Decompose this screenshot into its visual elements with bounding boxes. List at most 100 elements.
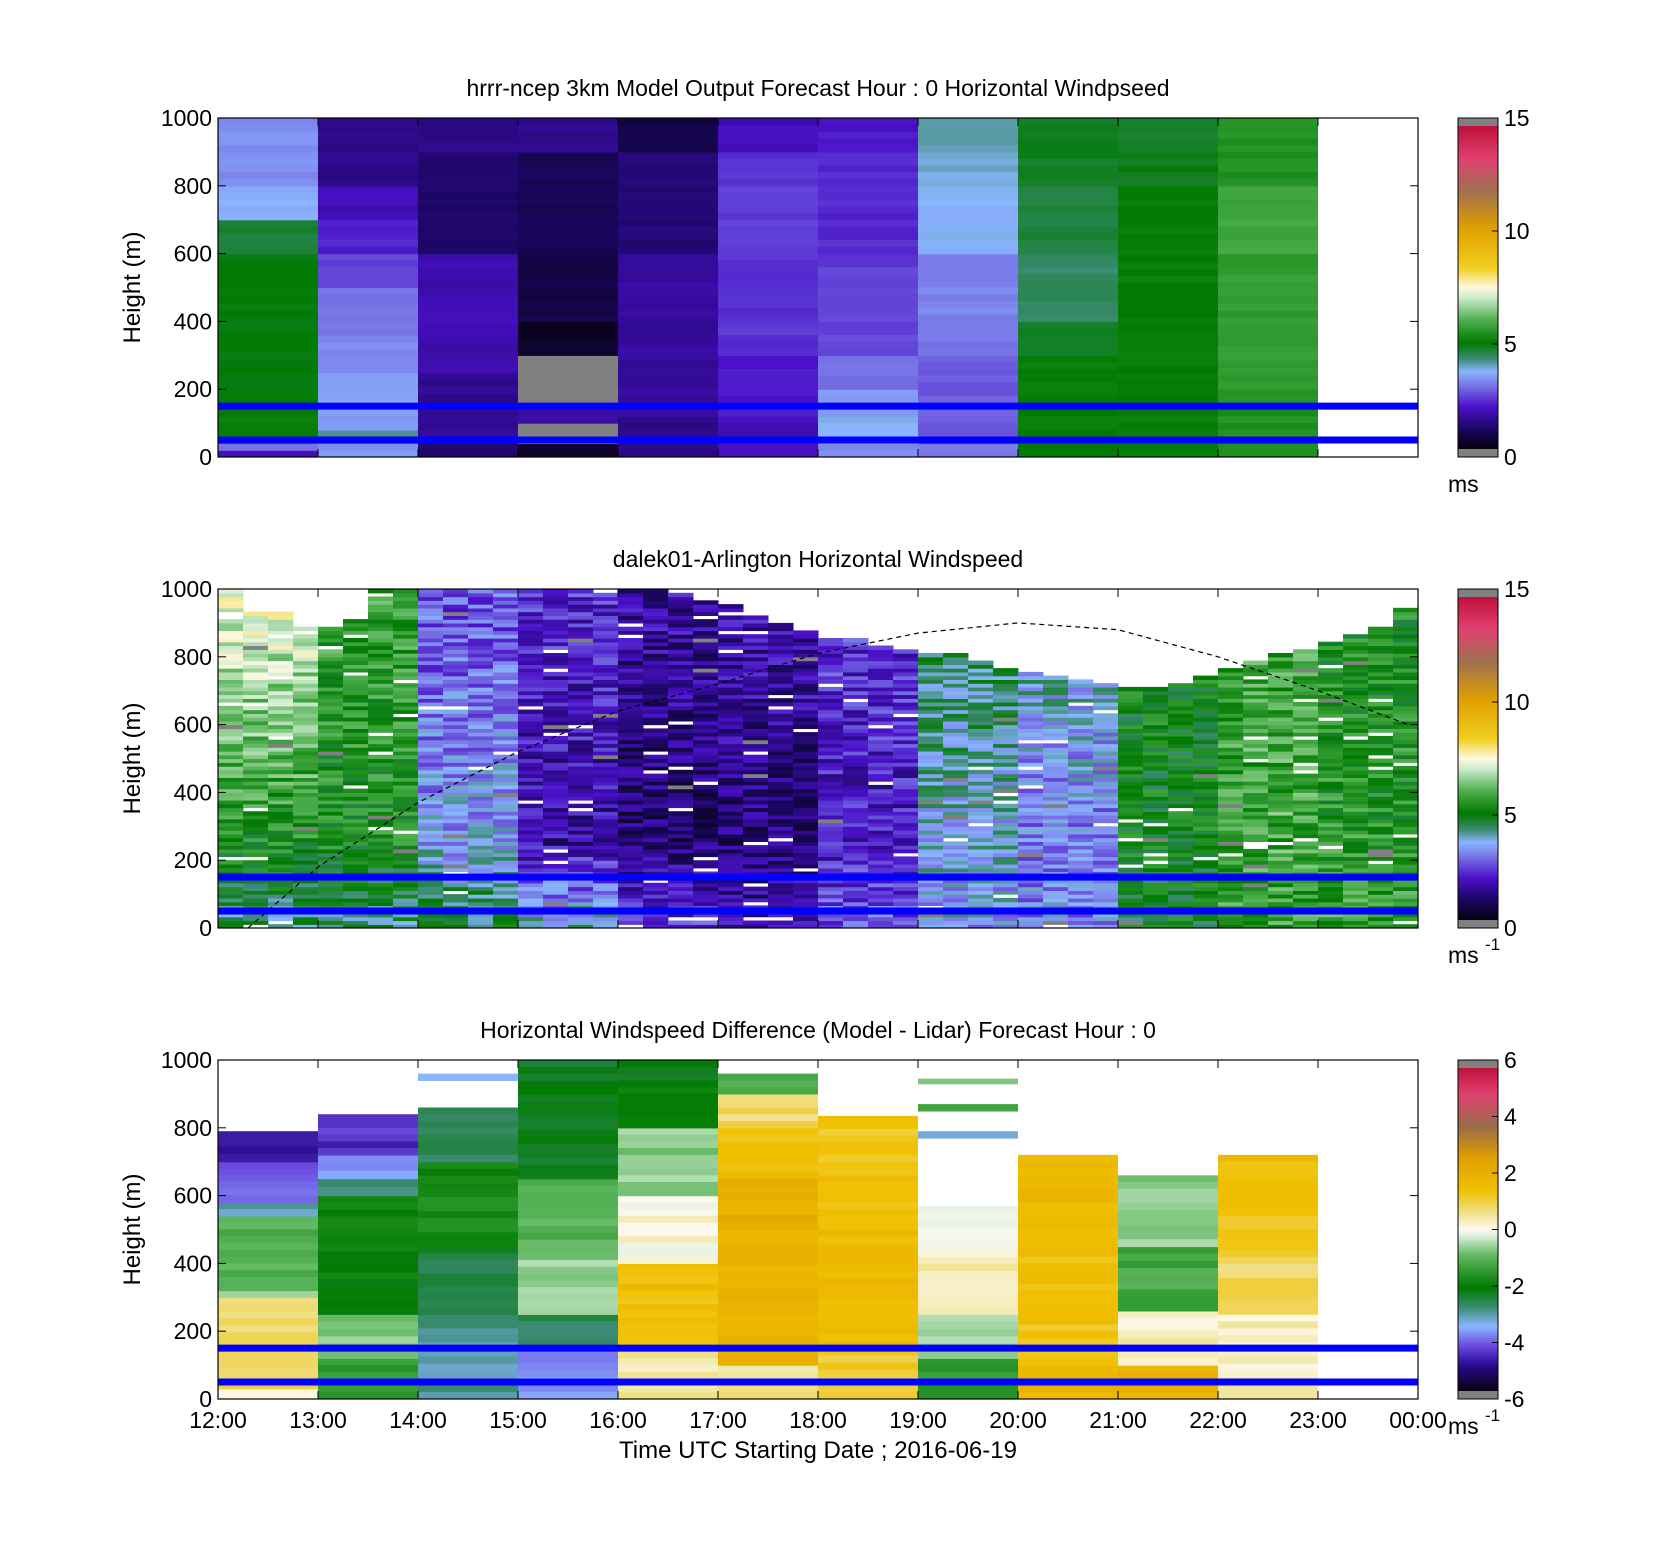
heatmap-cell <box>518 406 618 416</box>
heatmap-cell <box>518 1273 618 1281</box>
heatmap-cell <box>793 747 819 752</box>
heatmap-cell <box>493 916 519 922</box>
heatmap-cell <box>493 769 519 775</box>
heatmap-cell <box>818 138 918 146</box>
heatmap-cell <box>668 649 694 654</box>
heatmap-cell <box>618 1229 718 1237</box>
heatmap-cell <box>493 596 519 601</box>
heatmap-cell <box>643 709 669 714</box>
heatmap-cell <box>1218 864 1244 869</box>
heatmap-cell <box>1393 653 1418 658</box>
heatmap-cell <box>1268 894 1294 899</box>
heatmap-cell <box>693 641 719 647</box>
heatmap-cell <box>743 924 769 928</box>
heatmap-cell <box>343 762 369 767</box>
heatmap-cell <box>468 732 494 737</box>
heatmap-cell <box>693 743 719 748</box>
heatmap-cell <box>1043 833 1069 839</box>
heatmap-cell <box>743 766 769 771</box>
x-tick-label: 22:00 <box>1189 1407 1247 1433</box>
heatmap-cell <box>1068 739 1094 745</box>
heatmap-cell <box>393 912 419 918</box>
heatmap-cell <box>618 788 644 793</box>
heatmap-cell <box>518 1178 618 1187</box>
heatmap-cell <box>518 686 544 692</box>
heatmap-cell <box>218 1229 318 1237</box>
heatmap-cell <box>618 769 644 775</box>
heatmap-cell <box>1143 777 1169 782</box>
heatmap-cell <box>243 912 269 918</box>
heatmap-cell <box>918 1321 1018 1330</box>
heatmap-cell <box>443 860 469 865</box>
heatmap-cell <box>818 362 918 370</box>
heatmap-cell <box>468 777 494 782</box>
heatmap-cell <box>318 1148 418 1156</box>
heatmap-cell <box>1043 702 1069 707</box>
heatmap-cell <box>1243 822 1269 827</box>
heatmap-cell <box>893 920 919 925</box>
heatmap-cell <box>993 743 1019 748</box>
heatmap-cell <box>368 698 394 703</box>
heatmap-cell <box>918 1131 1018 1139</box>
heatmap-cell <box>343 720 369 726</box>
heatmap-cell <box>718 1222 818 1231</box>
heatmap-cell <box>1093 807 1119 812</box>
heatmap-cell <box>968 724 994 729</box>
heatmap-cell <box>1218 1299 1318 1308</box>
heatmap-cell <box>868 694 894 699</box>
heatmap-cell <box>1018 758 1044 763</box>
heatmap-cell <box>718 864 744 869</box>
heatmap-cell <box>843 690 869 696</box>
heatmap-cell <box>643 626 669 632</box>
heatmap-cell <box>1118 1338 1218 1346</box>
heatmap-cell <box>1018 307 1118 316</box>
heatmap-cell <box>418 592 444 598</box>
heatmap-cell <box>1043 766 1069 771</box>
heatmap-cell <box>1018 1371 1118 1380</box>
heatmap-cell <box>243 664 269 669</box>
heatmap-cell <box>543 660 569 665</box>
heatmap-cell <box>268 743 294 748</box>
heatmap-cell <box>768 792 794 797</box>
heatmap-cell <box>718 653 744 658</box>
heatmap-cell <box>368 815 394 820</box>
heatmap-cell <box>568 879 594 884</box>
heatmap-cell <box>1318 920 1344 925</box>
heatmap-cell <box>1243 728 1269 733</box>
heatmap-cell <box>943 799 969 805</box>
heatmap-cell <box>443 634 469 639</box>
heatmap-cell <box>1343 796 1369 801</box>
heatmap-cell <box>718 328 818 336</box>
heatmap-cell <box>1218 717 1244 722</box>
heatmap-cell <box>468 724 494 729</box>
heatmap-cell <box>1318 796 1344 801</box>
heatmap-cell <box>1043 799 1069 805</box>
heatmap-cell <box>243 758 269 763</box>
y-tick-label: 800 <box>174 1115 212 1141</box>
heatmap-cell <box>1143 720 1169 726</box>
heatmap-cell <box>243 879 269 884</box>
heatmap-cell <box>218 118 318 126</box>
heatmap-cell <box>518 604 544 609</box>
heatmap-cell <box>1218 1249 1318 1258</box>
heatmap-cell <box>393 619 419 624</box>
heatmap-cell <box>1218 1243 1318 1251</box>
heatmap-cell <box>868 796 894 801</box>
heatmap-cell <box>293 852 319 858</box>
heatmap-cell <box>418 316 518 324</box>
heatmap-cell <box>1118 897 1144 903</box>
heatmap-cell <box>518 649 544 654</box>
heatmap-cell <box>518 924 544 928</box>
heatmap-cell <box>818 758 844 763</box>
heatmap-cell <box>643 788 669 793</box>
heatmap-cell <box>518 713 544 718</box>
heatmap-cell <box>418 1384 518 1393</box>
heatmap-cell <box>468 709 494 714</box>
heatmap-cell <box>418 788 444 793</box>
heatmap-cell <box>1368 882 1394 888</box>
heatmap-cell <box>1393 777 1418 782</box>
heatmap-cell <box>1093 758 1119 763</box>
heatmap-cell <box>718 1200 818 1209</box>
heatmap-cell <box>718 382 818 390</box>
heatmap-cell <box>1143 732 1169 737</box>
